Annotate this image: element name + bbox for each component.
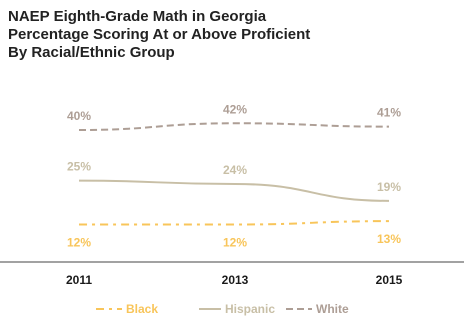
chart-title-line-1: NAEP Eighth-Grade Math in Georgia <box>8 8 267 25</box>
data-label-black-2011: 12% <box>67 236 91 250</box>
series-line-black <box>79 220 390 226</box>
data-label-white-2015: 41% <box>377 106 401 120</box>
data-label-white-2011: 40% <box>67 109 91 123</box>
chart-title-line-2: Percentage Scoring At or Above Proficien… <box>8 26 311 43</box>
series-line-white <box>78 122 390 131</box>
data-label-hispanic-2015: 19% <box>377 180 401 194</box>
x-tick-label-2015: 2015 <box>376 273 403 287</box>
data-label-white-2013: 42% <box>223 102 247 116</box>
legend-label-black: Black <box>126 302 158 316</box>
data-label-hispanic-2013: 24% <box>223 163 247 177</box>
data-label-black-2013: 12% <box>223 236 247 250</box>
chart-title-line-3: By Racial/Ethnic Group <box>8 44 175 61</box>
legend-label-hispanic: Hispanic <box>225 302 275 316</box>
x-tick-label-2011: 2011 <box>66 273 92 287</box>
data-label-black-2015: 13% <box>377 232 401 246</box>
x-tick-label-2013: 2013 <box>222 273 249 287</box>
legend-label-white: White <box>316 302 349 316</box>
data-label-hispanic-2011: 25% <box>67 160 91 174</box>
chart-title: NAEP Eighth-Grade Math in Georgia Percen… <box>8 8 310 62</box>
series-line-hispanic <box>78 179 390 202</box>
